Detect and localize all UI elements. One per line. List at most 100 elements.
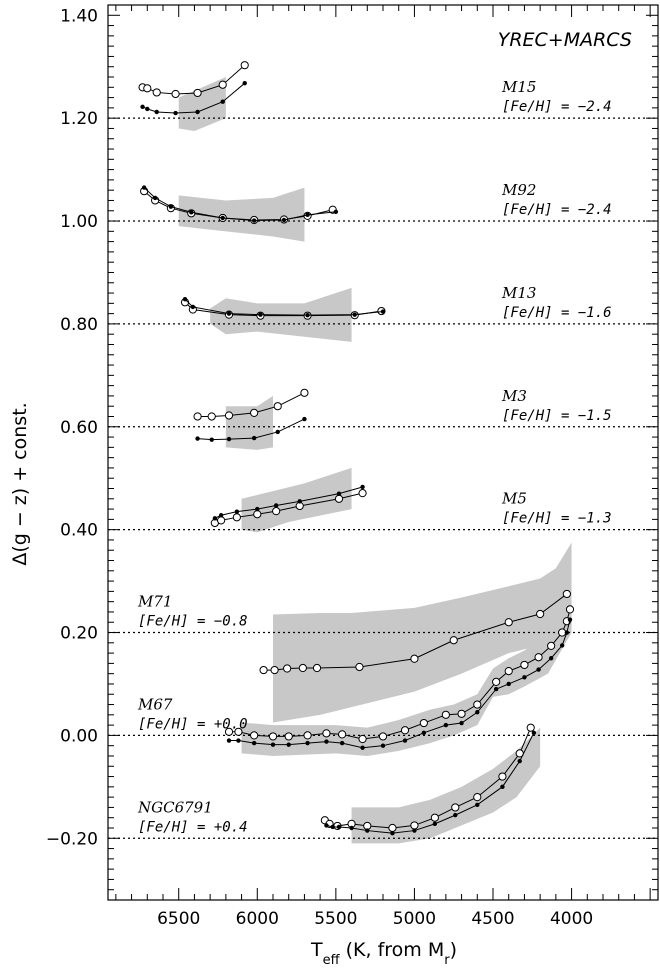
cluster-name-m71: M71 — [137, 593, 172, 611]
point-filled-ngc6791 — [324, 823, 329, 828]
data-series — [138, 61, 575, 836]
point-open-m71 — [270, 665, 279, 675]
point-open-m5 — [253, 510, 262, 519]
point-filled-ngc6791 — [412, 828, 417, 833]
point-open-m71 — [355, 662, 364, 672]
point-filled-ngc6791 — [432, 821, 438, 827]
point-open-m71 — [283, 664, 292, 673]
y-axis-label: Δ(g − z) + const. — [9, 402, 31, 565]
point-open-m3 — [273, 402, 282, 411]
point-open-ngc6791 — [526, 723, 535, 732]
point-filled-m15 — [173, 110, 178, 116]
point-filled-m13 — [182, 297, 188, 302]
point-filled-m67 — [443, 722, 449, 728]
point-filled-m3 — [226, 436, 232, 442]
point-filled-m3 — [209, 437, 214, 442]
point-open-m67 — [441, 710, 450, 719]
x-axis-label-sub2: r — [444, 953, 450, 968]
point-filled-m67 — [236, 738, 241, 743]
point-filled-m15 — [154, 109, 159, 115]
point-filled-m67 — [286, 742, 291, 747]
point-filled-m67 — [493, 686, 499, 692]
point-open-m67 — [520, 660, 529, 670]
point-filled-m92 — [141, 185, 147, 190]
cluster-name-m15: M15 — [501, 78, 536, 96]
point-open-m67 — [534, 653, 543, 662]
point-filled-m92 — [281, 217, 287, 223]
point-filled-m3 — [195, 436, 200, 441]
cluster-name-ngc6791: NGC6791 — [137, 798, 213, 816]
point-filled-m67 — [548, 656, 554, 661]
cluster-feh-m67: [Fe/H] = +0.0 — [138, 716, 248, 732]
point-open-m71 — [504, 618, 513, 627]
plot-border — [107, 4, 659, 901]
point-filled-m67 — [324, 739, 329, 744]
y-tick-label: 0.00 — [60, 726, 98, 746]
x-axis-label-post: ) — [450, 939, 457, 961]
point-open-m15 — [240, 61, 249, 70]
point-open-m67 — [284, 732, 293, 741]
band-m92 — [178, 187, 305, 242]
point-open-m5 — [217, 516, 226, 525]
point-filled-m67 — [402, 738, 408, 743]
cluster-feh-m13: [Fe/H] = −1.6 — [502, 305, 612, 321]
point-open-m67 — [234, 727, 243, 736]
cluster-feh-m3: [Fe/H] = −1.5 — [502, 408, 612, 424]
x-tick-label: 5500 — [314, 909, 357, 929]
point-open-m5 — [334, 494, 344, 503]
point-open-m71 — [410, 654, 419, 663]
y-tick-label: 1.20 — [60, 109, 98, 129]
x-tick-label: 6500 — [157, 909, 200, 929]
cluster-feh-m71: [Fe/H] = −0.8 — [138, 614, 248, 630]
cluster-name-m13: M13 — [501, 284, 536, 302]
point-filled-m92 — [189, 210, 194, 215]
point-open-m67 — [565, 605, 575, 614]
point-filled-m15 — [145, 106, 150, 112]
point-open-ngc6791 — [498, 772, 507, 781]
point-filled-m67 — [559, 643, 565, 648]
point-filled-m67 — [380, 743, 386, 748]
point-open-m15 — [152, 88, 161, 97]
x-tick-label: 5000 — [393, 909, 436, 929]
point-filled-ngc6791 — [349, 825, 354, 831]
point-open-m67 — [492, 677, 501, 687]
point-filled-m92 — [168, 204, 174, 209]
cluster-feh-m15: [Fe/H] = −2.4 — [502, 99, 612, 115]
point-open-m71 — [259, 665, 268, 675]
point-filled-ngc6791 — [531, 730, 537, 736]
point-filled-ngc6791 — [390, 830, 395, 836]
x-axis-label-sub1: eff — [323, 953, 341, 968]
point-open-m5 — [358, 489, 367, 498]
point-open-m67 — [378, 732, 388, 741]
point-open-m15 — [143, 84, 152, 93]
point-filled-m5 — [336, 491, 342, 496]
point-filled-m5 — [218, 513, 224, 518]
point-open-m67 — [358, 734, 367, 744]
axis-ticks: 6500 6000 5500 5000 4500 4000 1.40 1.20 1.00 0.80… — [46, 5, 658, 929]
point-open-m71 — [312, 663, 322, 673]
point-filled-m67 — [339, 740, 345, 746]
cluster-labels: M15 [Fe/H] = −2.4 M92 [Fe/H] = −2.4 M13 [Fe/H… — [137, 78, 612, 835]
y-tick-label: −0.20 — [46, 829, 98, 849]
point-filled-m3 — [302, 416, 307, 422]
point-filled-ngc6791 — [453, 812, 458, 818]
y-tick-label: 1.00 — [60, 212, 98, 232]
point-filled-m67 — [475, 710, 480, 715]
point-filled-m67 — [305, 740, 310, 746]
point-filled-m5 — [297, 499, 302, 504]
point-filled-m67 — [459, 720, 464, 726]
band-m71 — [273, 542, 572, 723]
point-open-m71 — [536, 609, 545, 619]
line-filled-m5 — [214, 486, 363, 519]
band-m5 — [241, 467, 352, 533]
point-filled-m5 — [212, 516, 218, 521]
point-open-m67 — [322, 729, 331, 738]
point-open-m67 — [338, 730, 347, 739]
point-open-m15 — [193, 88, 202, 98]
point-open-ngc6791 — [451, 803, 460, 812]
point-filled-m13 — [305, 312, 310, 318]
point-filled-m15 — [220, 99, 225, 104]
cluster-name-m5: M5 — [501, 490, 527, 508]
y-tick-label: 1.40 — [60, 6, 98, 26]
